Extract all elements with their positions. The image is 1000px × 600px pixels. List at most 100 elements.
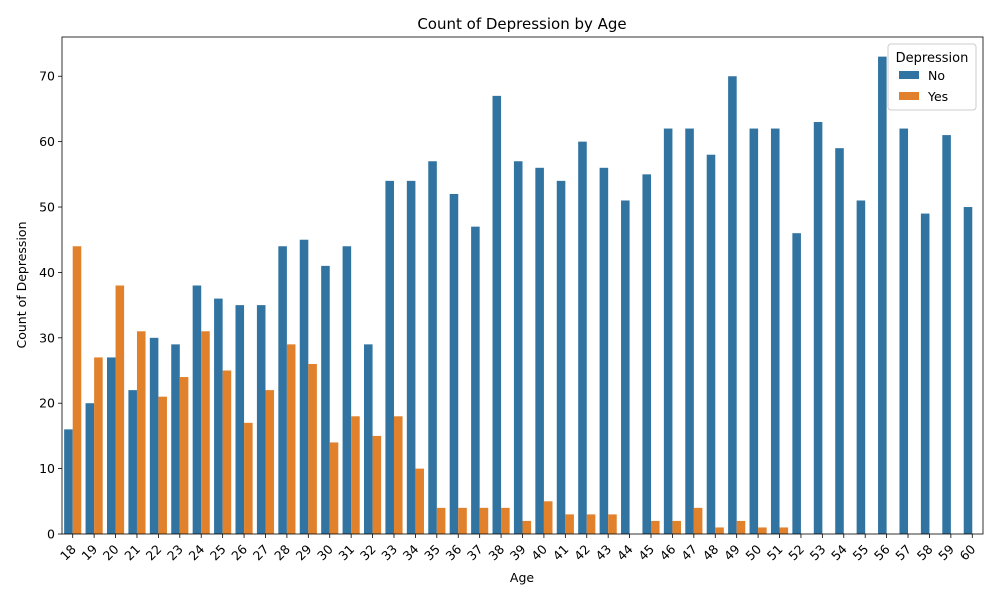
x-tick-label: 59: [935, 541, 957, 563]
bar-no-55: [856, 200, 866, 535]
bar-no-27: [256, 305, 266, 534]
bar-yes-38: [501, 507, 510, 534]
x-tick-label: 42: [571, 542, 593, 564]
bar-yes-28: [286, 344, 296, 534]
bar-yes-50: [758, 527, 767, 534]
x-tick-label: 21: [121, 542, 143, 564]
y-tick-label: 70: [39, 69, 55, 84]
bar-yes-36: [458, 507, 467, 534]
y-tick-label: 60: [39, 134, 55, 149]
bar-no-32: [364, 344, 373, 534]
bar-no-58: [920, 213, 930, 534]
y-tick-label: 10: [39, 461, 55, 476]
bar-no-34: [406, 180, 416, 534]
bar-yes-40: [543, 501, 553, 534]
x-tick-label: 31: [335, 542, 357, 564]
x-tick-label: 56: [871, 541, 893, 563]
bar-no-39: [513, 161, 523, 534]
bar-no-19: [85, 403, 95, 534]
bar-no-40: [535, 167, 544, 535]
x-tick-label: 20: [100, 541, 122, 563]
x-tick-label: 27: [250, 542, 272, 564]
bar-yes-31: [351, 416, 360, 534]
bar-yes-41: [565, 514, 574, 534]
bar-no-45: [642, 174, 652, 534]
bar-yes-46: [672, 520, 681, 534]
x-tick-label: 43: [592, 542, 614, 564]
x-tick-label: 23: [164, 542, 186, 564]
bar-no-18: [64, 429, 73, 534]
bar-yes-21: [136, 331, 146, 534]
x-tick-label: 32: [357, 542, 379, 564]
x-tick-label: 22: [143, 542, 165, 564]
x-tick-label: 52: [785, 542, 807, 564]
x-tick-label: 24: [185, 541, 207, 563]
x-tick-label: 29: [293, 541, 315, 563]
bars-group: [64, 56, 973, 535]
x-tick-label: 35: [421, 542, 443, 564]
bar-no-26: [235, 305, 245, 534]
bar-no-50: [749, 128, 759, 535]
x-tick-label: 28: [271, 541, 293, 563]
bar-yes-33: [393, 416, 403, 534]
legend-swatch-no: [899, 71, 919, 79]
bar-no-30: [321, 265, 330, 534]
x-axis: 18 19 20 21 22 23 24 25 26 27 28 29 30 31 32 33 34 35 36 37…: [57, 534, 978, 563]
x-tick-label: 41: [550, 542, 572, 564]
legend-swatch-yes: [899, 92, 919, 100]
y-tick-label: 0: [47, 527, 55, 542]
x-tick-label: 50: [742, 541, 764, 563]
bar-no-36: [449, 193, 459, 534]
x-tick-label: 46: [657, 541, 679, 563]
bar-no-59: [942, 135, 951, 534]
bar-no-38: [492, 95, 502, 535]
bar-no-51: [770, 128, 780, 535]
bar-no-47: [685, 128, 694, 535]
y-axis: 0 10 20 30 40 50 60 70: [39, 69, 62, 542]
x-tick-label: 26: [228, 541, 250, 563]
bar-no-54: [835, 148, 844, 535]
bar-yes-20: [115, 285, 125, 534]
legend: Depression No Yes: [887, 43, 977, 111]
x-tick-label: 40: [528, 541, 550, 563]
y-tick-label: 50: [39, 200, 55, 215]
bar-no-48: [706, 154, 716, 534]
y-tick-label: 30: [39, 330, 55, 345]
legend-label-yes: Yes: [927, 89, 948, 104]
bar-yes-37: [479, 507, 489, 534]
bar-no-29: [299, 239, 309, 534]
bar-yes-25: [222, 370, 232, 534]
x-tick-label: 48: [700, 541, 722, 563]
bar-no-22: [149, 337, 159, 534]
bar-no-43: [599, 167, 609, 535]
bar-no-56: [878, 56, 887, 535]
bar-no-25: [214, 298, 223, 534]
bar-no-60: [963, 207, 973, 534]
bar-yes-32: [372, 435, 382, 534]
x-tick-label: 51: [764, 542, 786, 564]
bar-yes-22: [158, 396, 167, 534]
x-tick-label: 36: [443, 541, 465, 563]
x-tick-label: 55: [849, 542, 871, 564]
bar-no-53: [813, 122, 823, 534]
x-tick-label: 39: [507, 541, 529, 563]
x-tick-label: 45: [635, 542, 657, 564]
x-tick-label: 18: [57, 541, 79, 563]
x-tick-label: 38: [485, 541, 507, 563]
bar-no-24: [192, 285, 202, 534]
y-axis-label: Count of Depression: [14, 222, 29, 349]
x-tick-label: 44: [614, 541, 636, 563]
bar-no-23: [171, 344, 180, 534]
x-tick-label: 57: [892, 542, 914, 564]
x-tick-label: 33: [378, 542, 400, 564]
chart-title: Count of Depression by Age: [417, 15, 626, 33]
bar-yes-27: [265, 390, 275, 534]
x-axis-label: Age: [510, 570, 534, 585]
bar-yes-49: [736, 520, 746, 534]
bar-yes-47: [693, 507, 703, 534]
bar-yes-43: [608, 514, 617, 534]
x-tick-label: 47: [678, 542, 700, 564]
x-tick-label: 37: [464, 542, 486, 564]
x-tick-label: 58: [914, 541, 936, 563]
